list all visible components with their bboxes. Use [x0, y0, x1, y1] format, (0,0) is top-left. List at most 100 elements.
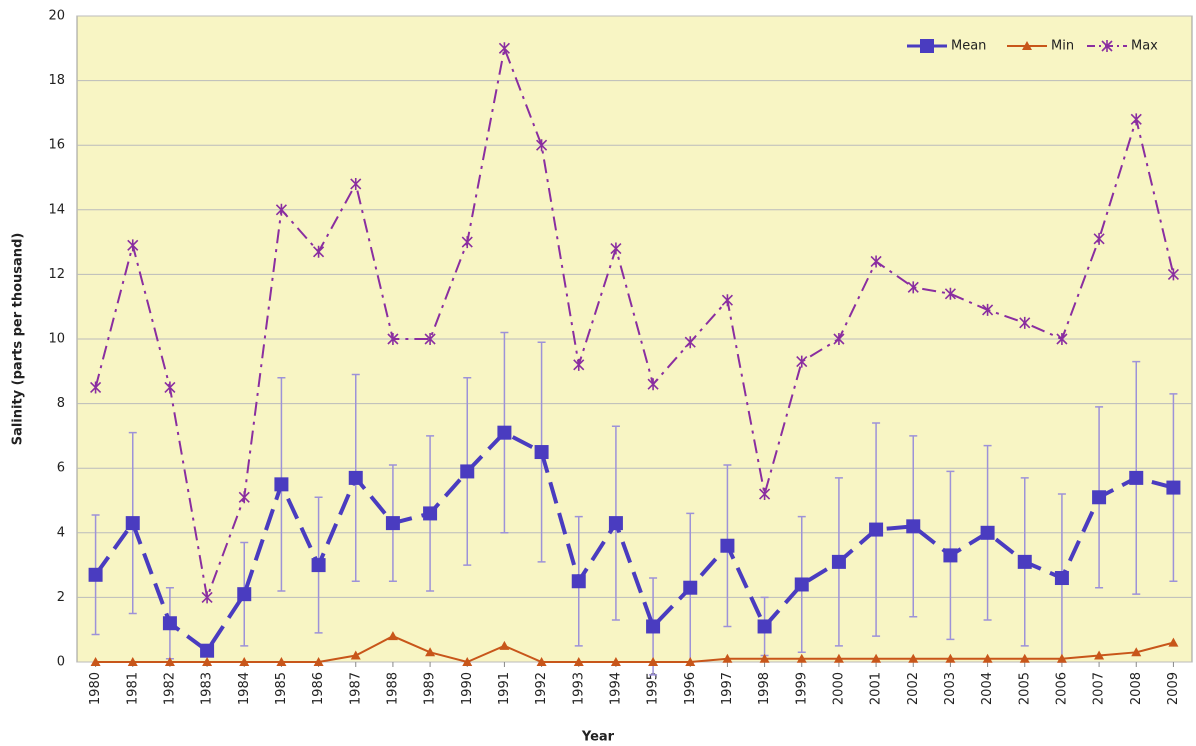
marker: [238, 491, 250, 504]
legend-label: Min: [1051, 39, 1074, 54]
x-tick-label: 2006: [1054, 672, 1069, 705]
marker: [647, 378, 659, 391]
y-tick-label: 20: [48, 9, 65, 24]
x-tick-label: 1983: [200, 672, 215, 705]
marker: [1101, 40, 1113, 52]
y-axis-title: Salinity (parts per thousand): [11, 233, 26, 446]
marker: [423, 506, 438, 521]
x-tick-label: 1980: [88, 672, 103, 705]
marker: [610, 657, 621, 666]
y-tick-label: 2: [57, 590, 65, 605]
marker: [759, 488, 771, 501]
marker: [460, 464, 475, 479]
marker: [497, 425, 512, 440]
x-tick-label: 2002: [906, 672, 921, 705]
marker: [499, 640, 510, 650]
x-tick-label: 2008: [1129, 672, 1144, 705]
x-axis-title: Year: [581, 730, 615, 745]
marker: [573, 358, 585, 371]
x-tick-label: 1989: [423, 672, 438, 705]
x-tick-label: 2000: [831, 672, 846, 705]
marker: [1131, 647, 1142, 657]
marker: [164, 657, 175, 666]
y-tick-label: 16: [48, 138, 65, 153]
marker: [88, 567, 103, 582]
marker: [720, 538, 735, 553]
marker: [722, 653, 733, 663]
x-tick-label: 1999: [794, 672, 809, 705]
marker: [461, 236, 473, 249]
x-tick-label: 1997: [720, 672, 735, 705]
marker: [831, 554, 846, 569]
marker: [1093, 232, 1105, 245]
marker: [757, 619, 772, 634]
marker: [201, 591, 213, 604]
marker: [833, 653, 844, 663]
marker: [759, 653, 770, 663]
x-tick-label: 1995: [646, 672, 661, 705]
marker: [1022, 41, 1032, 50]
marker: [424, 333, 436, 345]
marker: [498, 42, 510, 55]
marker: [944, 287, 956, 300]
x-tick-label: 2001: [869, 672, 884, 705]
x-tick-label: 1981: [125, 672, 140, 705]
x-tick-label: 2007: [1092, 672, 1107, 705]
marker: [796, 653, 807, 663]
marker: [164, 381, 176, 394]
series-line: [95, 635, 1174, 664]
marker: [908, 653, 919, 663]
marker: [982, 303, 994, 316]
y-tick-label: 10: [48, 332, 65, 347]
marker: [980, 525, 995, 540]
y-tick-label: 8: [57, 396, 65, 411]
y-tick-label: 6: [57, 461, 65, 476]
marker: [127, 657, 138, 666]
marker: [610, 242, 622, 255]
x-tick-label: 1993: [571, 672, 586, 705]
marker: [906, 519, 921, 534]
marker: [237, 587, 252, 602]
x-tick-label: 2003: [943, 672, 958, 705]
x-tick-label: 1982: [162, 672, 177, 705]
marker: [239, 657, 250, 666]
marker: [1130, 113, 1142, 126]
y-tick-label: 18: [48, 73, 65, 88]
y-tick-label: 4: [57, 525, 65, 540]
marker: [534, 445, 549, 460]
marker: [311, 558, 326, 573]
marker: [648, 657, 659, 666]
marker: [127, 239, 139, 252]
x-tick-label: 1994: [608, 672, 623, 705]
marker: [90, 381, 102, 394]
y-tick-label: 12: [48, 267, 65, 282]
marker: [350, 177, 362, 190]
marker: [1056, 653, 1067, 663]
marker: [870, 255, 882, 268]
marker: [1168, 637, 1179, 647]
marker: [1092, 490, 1107, 505]
marker: [1129, 470, 1144, 485]
marker: [796, 355, 808, 368]
marker: [275, 203, 287, 216]
marker: [721, 294, 733, 307]
marker: [685, 657, 696, 666]
y-tick-label: 14: [48, 202, 65, 217]
marker: [1166, 480, 1181, 495]
x-tick-label: 1987: [348, 672, 363, 705]
marker: [387, 333, 399, 345]
marker: [274, 477, 289, 492]
marker: [202, 657, 213, 666]
marker: [833, 333, 845, 345]
marker: [90, 657, 101, 666]
marker: [1094, 650, 1105, 660]
marker: [162, 616, 177, 631]
y-tick-label: 0: [57, 655, 65, 670]
marker: [276, 657, 287, 666]
marker: [200, 643, 215, 658]
marker: [348, 470, 363, 485]
marker: [462, 657, 473, 666]
x-tick-label: 1984: [237, 672, 252, 705]
marker: [871, 653, 882, 663]
x-tick-label: 1992: [534, 672, 549, 705]
